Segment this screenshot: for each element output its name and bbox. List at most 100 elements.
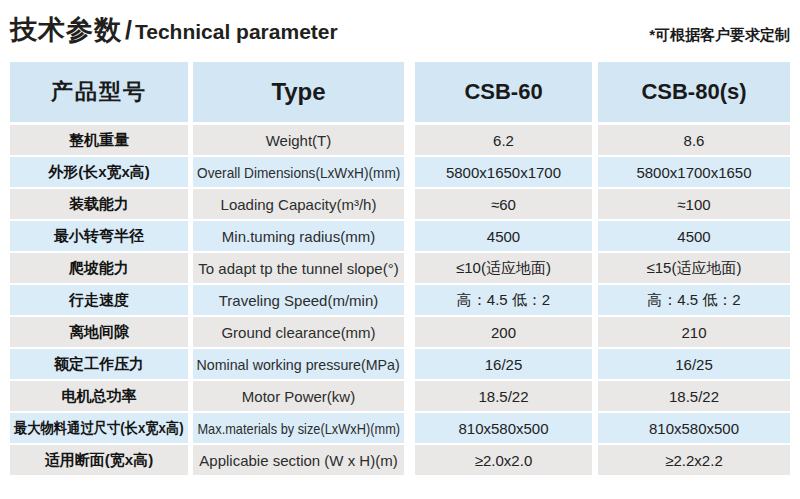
- row-value-csb60: ≤10(适应地面): [456, 259, 551, 278]
- table-row: 最小转弯半径 Min.tuming radius(mm) 4500 4500: [10, 221, 790, 251]
- row-cell-value-csb80s: 210: [598, 317, 790, 347]
- row-value-csb60: 5800x1650x1700: [446, 164, 561, 181]
- row-value-csb80s: 16/25: [675, 356, 713, 373]
- row-label-zh: 整机重量: [69, 131, 129, 150]
- row-cell-value-csb60: ≤10(适应地面): [415, 253, 592, 283]
- row-label-en: Nominal working pressure(MPa): [197, 356, 400, 373]
- row-cell-label-en: Applicabie section (W x H)(m): [193, 445, 404, 475]
- row-cell-label-en: Traveling Speed(m/min): [193, 285, 404, 315]
- row-cell-value-csb80s: 4500: [598, 221, 790, 251]
- header-label-type: Type: [271, 78, 325, 106]
- row-cell-label-zh: 电机总功率: [10, 381, 188, 411]
- row-cell-label-en: Ground clearance(mm): [193, 317, 404, 347]
- page: 技术参数/Technical parameter *可根据客户要求定制 产品型号…: [0, 0, 800, 499]
- row-label-en: Ground clearance(mm): [221, 324, 375, 341]
- row-cell-label-zh: 外形(长x宽x高): [10, 157, 188, 187]
- title-divider: /: [125, 16, 132, 44]
- row-label-en: Weight(T): [266, 132, 332, 149]
- row-label-en: Traveling Speed(m/min): [219, 292, 379, 309]
- row-value-csb60: ≈60: [491, 196, 516, 213]
- row-label-en: Applicabie section (W x H)(m): [199, 452, 397, 469]
- title-bar: 技术参数/Technical parameter *可根据客户要求定制: [10, 12, 790, 48]
- row-value-csb80s: 18.5/22: [669, 388, 719, 405]
- title-chinese: 技术参数: [10, 15, 122, 45]
- row-cell-label-zh: 最大物料通过尺寸(长x宽x高): [10, 413, 188, 443]
- row-cell-value-csb60: 200: [415, 317, 592, 347]
- table-row: 最大物料通过尺寸(长x宽x高) Max.materials by size(Lx…: [10, 413, 790, 443]
- row-cell-value-csb60: ≈60: [415, 189, 592, 219]
- table-row: 外形(长x宽x高) Overall Dimensions(LxWxH)(mm) …: [10, 157, 790, 187]
- row-cell-label-en: Min.tuming radius(mm): [193, 221, 404, 251]
- row-cell-value-csb60: 18.5/22: [415, 381, 592, 411]
- row-cell-value-csb80s: 810x580x500: [598, 413, 790, 443]
- row-cell-value-csb80s: ≤15(适应地面): [598, 253, 790, 283]
- row-label-zh: 装载能力: [69, 195, 129, 214]
- row-cell-value-csb80s: 5800x1700x1650: [598, 157, 790, 187]
- row-label-en: Max.materials by size(LxWxH)(mm): [197, 420, 400, 437]
- row-value-csb60: 200: [491, 324, 516, 341]
- row-value-csb60: 810x580x500: [458, 420, 548, 437]
- header-cell-csb80s: CSB-80(s): [598, 62, 790, 122]
- page-title: 技术参数/Technical parameter: [10, 12, 338, 48]
- row-label-en: Min.tuming radius(mm): [222, 228, 375, 245]
- row-value-csb80s: 210: [681, 324, 706, 341]
- row-cell-label-en: Max.materials by size(LxWxH)(mm): [193, 413, 404, 443]
- header-label-csb60: CSB-60: [464, 79, 542, 105]
- row-label-zh: 最小转弯半径: [54, 227, 144, 246]
- row-cell-label-en: Nominal working pressure(MPa): [193, 349, 404, 379]
- row-cell-label-en: Loading Capacity(m³/h): [193, 189, 404, 219]
- header-cell-product-model: 产品型号: [10, 62, 188, 122]
- row-value-csb80s: ≈100: [677, 196, 710, 213]
- row-cell-value-csb80s: ≥2.2x2.2: [598, 445, 790, 475]
- row-cell-value-csb60: 高：4.5 低：2: [415, 285, 592, 315]
- table-header-row: 产品型号 Type CSB-60 CSB-80(s): [10, 62, 790, 122]
- customization-note: *可根据客户要求定制: [649, 26, 790, 48]
- row-label-zh: 最大物料通过尺寸(长x宽x高): [14, 419, 184, 438]
- row-cell-label-en: To adapt tp the tunnel slope(°): [193, 253, 404, 283]
- row-value-csb60: ≥2.0x2.0: [475, 452, 532, 469]
- row-cell-label-en: Overall Dimensions(LxWxH)(mm): [193, 157, 404, 187]
- row-label-zh: 外形(长x宽x高): [48, 163, 150, 182]
- table-body: 整机重量 Weight(T) 6.2 8.6 外形(长x宽x高) Overall…: [10, 125, 790, 475]
- header-label-csb80s: CSB-80(s): [641, 79, 746, 105]
- row-cell-label-en: Motor Power(kw): [193, 381, 404, 411]
- row-cell-value-csb80s: 8.6: [598, 125, 790, 155]
- row-cell-value-csb60: 810x580x500: [415, 413, 592, 443]
- row-value-csb60: 高：4.5 低：2: [457, 291, 550, 310]
- header-cell-csb60: CSB-60: [415, 62, 592, 122]
- row-value-csb60: 4500: [487, 228, 520, 245]
- row-cell-value-csb60: 16/25: [415, 349, 592, 379]
- row-value-csb80s: 8.6: [684, 132, 705, 149]
- row-value-csb80s: ≥2.2x2.2: [665, 452, 722, 469]
- row-cell-label-en: Weight(T): [193, 125, 404, 155]
- row-cell-value-csb60: ≥2.0x2.0: [415, 445, 592, 475]
- row-label-en: Motor Power(kw): [242, 388, 355, 405]
- header-cell-type: Type: [193, 62, 404, 122]
- row-label-zh: 行走速度: [69, 291, 129, 310]
- row-cell-value-csb80s: 18.5/22: [598, 381, 790, 411]
- table-row: 行走速度 Traveling Speed(m/min) 高：4.5 低：2 高：…: [10, 285, 790, 315]
- row-value-csb80s: 5800x1700x1650: [636, 164, 751, 181]
- row-label-en: To adapt tp the tunnel slope(°): [198, 260, 398, 277]
- table-row: 适用断面(宽x高) Applicabie section (W x H)(m) …: [10, 445, 790, 475]
- row-label-zh: 离地间隙: [69, 323, 129, 342]
- table-row: 整机重量 Weight(T) 6.2 8.6: [10, 125, 790, 155]
- table-row: 装载能力 Loading Capacity(m³/h) ≈60 ≈100: [10, 189, 790, 219]
- row-value-csb80s: 高：4.5 低：2: [647, 291, 740, 310]
- table-row: 额定工作压力 Nominal working pressure(MPa) 16/…: [10, 349, 790, 379]
- row-value-csb80s: ≤15(适应地面): [647, 259, 742, 278]
- header-label-product-model: 产品型号: [51, 77, 147, 107]
- row-label-zh: 爬坡能力: [69, 259, 129, 278]
- row-cell-label-zh: 行走速度: [10, 285, 188, 315]
- row-cell-value-csb80s: ≈100: [598, 189, 790, 219]
- row-cell-label-zh: 整机重量: [10, 125, 188, 155]
- title-english: Technical parameter: [135, 20, 338, 43]
- table-row: 爬坡能力 To adapt tp the tunnel slope(°) ≤10…: [10, 253, 790, 283]
- row-label-en: Overall Dimensions(LxWxH)(mm): [197, 164, 400, 181]
- row-value-csb60: 18.5/22: [478, 388, 528, 405]
- row-cell-value-csb60: 4500: [415, 221, 592, 251]
- row-cell-value-csb60: 5800x1650x1700: [415, 157, 592, 187]
- row-cell-label-zh: 爬坡能力: [10, 253, 188, 283]
- row-value-csb60: 16/25: [485, 356, 523, 373]
- row-cell-value-csb80s: 高：4.5 低：2: [598, 285, 790, 315]
